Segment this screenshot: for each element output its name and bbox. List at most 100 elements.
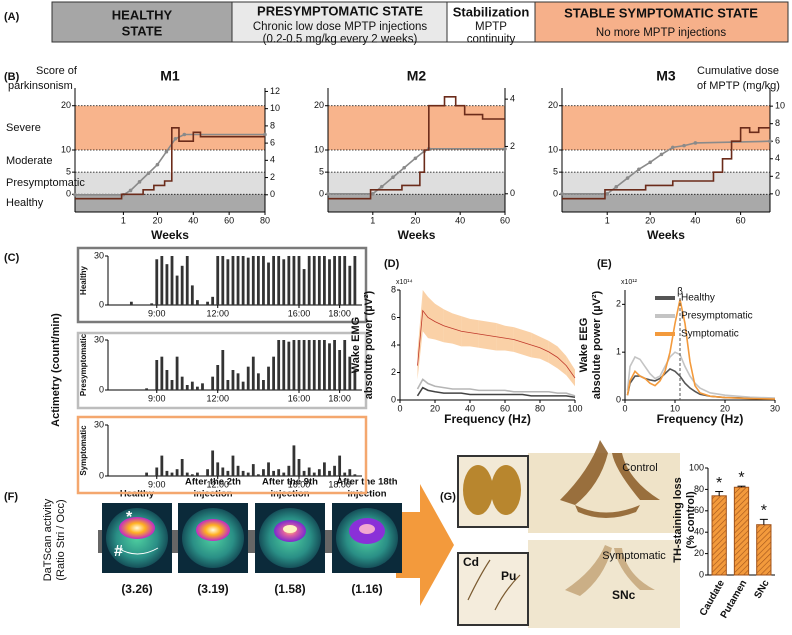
stage-box bbox=[534, 1, 789, 43]
scan-ratio: (1.58) bbox=[274, 582, 305, 596]
chart-title: Healthy bbox=[79, 266, 88, 295]
activity-bar bbox=[236, 256, 240, 305]
x-tick-label: 18:00 bbox=[328, 393, 351, 403]
x-tick-label: 20 bbox=[152, 215, 162, 225]
dose-marker bbox=[391, 175, 395, 180]
y-tick-label: 20 bbox=[548, 100, 558, 110]
x-tick-label: 16:00 bbox=[288, 393, 311, 403]
series-line bbox=[562, 127, 770, 200]
histology-images bbox=[457, 440, 680, 628]
activity-bar bbox=[185, 385, 189, 390]
chart-title: M3 bbox=[656, 68, 676, 84]
error-band bbox=[435, 303, 444, 343]
activity-bar bbox=[302, 269, 306, 305]
activity-bar bbox=[236, 373, 240, 390]
x-tick-label: 0 bbox=[397, 403, 402, 413]
bar bbox=[711, 495, 727, 576]
activity-bar bbox=[170, 256, 174, 305]
scan-ratio: (1.16) bbox=[351, 582, 382, 596]
bar bbox=[733, 486, 750, 576]
activity-bar bbox=[251, 464, 255, 476]
panel-label: (A) bbox=[4, 11, 20, 23]
dose-marker bbox=[155, 162, 160, 167]
dose-marker bbox=[614, 185, 619, 189]
activity-bar bbox=[241, 256, 245, 305]
activity-bar bbox=[175, 356, 179, 390]
x-tick-label: 12:00 bbox=[206, 308, 229, 318]
y-tick-label: 20 bbox=[694, 548, 704, 558]
x-tick-label: 18:00 bbox=[328, 308, 351, 318]
activity-bar bbox=[160, 256, 164, 305]
y2-tick-label: 4 bbox=[775, 153, 780, 163]
y-tick-label: 5 bbox=[553, 167, 558, 177]
error-band bbox=[461, 316, 470, 347]
y2-tick-label: 2 bbox=[510, 141, 515, 151]
dose-marker bbox=[173, 137, 178, 141]
activity-bar bbox=[256, 256, 260, 305]
activity-bar bbox=[317, 469, 321, 476]
activity-bar bbox=[216, 462, 220, 476]
activity-bar bbox=[323, 340, 326, 390]
y-axis-label: Wake EMG bbox=[350, 317, 362, 373]
x-tick-label: 40 bbox=[188, 215, 198, 225]
activity-bar bbox=[170, 472, 174, 476]
stage-text: No more MPTP injections bbox=[596, 27, 726, 39]
band-label: Moderate bbox=[6, 155, 52, 167]
stage-text: MPTP bbox=[475, 21, 507, 33]
score-band bbox=[75, 150, 265, 173]
stage-title: HEALTHY bbox=[112, 7, 173, 22]
x-tick-label: 60 bbox=[224, 215, 234, 225]
activity-bar bbox=[292, 256, 296, 305]
dose-marker bbox=[379, 184, 384, 189]
activity-bar bbox=[267, 366, 270, 390]
x-tick-label: 9:00 bbox=[148, 479, 166, 489]
dose-marker bbox=[263, 132, 267, 137]
x-tick-label: 10 bbox=[670, 403, 680, 413]
scale-label: x10¹² bbox=[621, 279, 638, 286]
score-band bbox=[328, 194, 505, 212]
y-tick-label: 30 bbox=[94, 250, 104, 260]
dose-marker bbox=[128, 188, 133, 193]
x-tick-label: 9:00 bbox=[148, 393, 166, 403]
scan-title: After the 2th bbox=[185, 477, 241, 488]
error-band bbox=[428, 296, 435, 340]
y2-tick-label: 10 bbox=[775, 101, 785, 111]
image-label: Pu bbox=[501, 569, 516, 583]
x-axis-label: Weeks bbox=[398, 228, 436, 242]
datscan-images bbox=[98, 484, 454, 606]
activity-bar bbox=[180, 265, 184, 305]
activity-bar bbox=[333, 340, 336, 390]
activity-bar bbox=[297, 340, 301, 390]
activity-bar bbox=[262, 380, 265, 390]
x-tick-label: 20 bbox=[645, 215, 655, 225]
stage-title: Stabilization bbox=[453, 4, 530, 19]
y-tick-label: 0 bbox=[99, 470, 104, 480]
activity-bar bbox=[272, 470, 276, 476]
x-tick-label: 0 bbox=[622, 403, 627, 413]
stage-title: STABLE SYMPTOMATIC STATE bbox=[564, 5, 758, 20]
dose-marker bbox=[648, 160, 652, 165]
activity-bar bbox=[206, 469, 209, 476]
stage-box bbox=[51, 1, 233, 43]
x-tick-label: 20 bbox=[720, 403, 730, 413]
activity-bar bbox=[251, 256, 255, 305]
series-line bbox=[416, 378, 576, 397]
band-label: Healthy bbox=[6, 197, 44, 209]
y2-tick-label: 0 bbox=[510, 188, 515, 198]
x-tick-label: 100 bbox=[567, 403, 582, 413]
activity-bar bbox=[216, 365, 220, 390]
series-line bbox=[417, 309, 576, 379]
activity-bar bbox=[348, 356, 352, 390]
panel-label: (E) bbox=[597, 258, 612, 270]
stage-box bbox=[446, 1, 536, 43]
activity-bar bbox=[231, 455, 235, 476]
dose-marker bbox=[402, 165, 406, 170]
panel-label: (C) bbox=[4, 252, 20, 264]
activity-bar bbox=[348, 265, 352, 305]
y2-tick-label: 2 bbox=[270, 172, 275, 182]
y-tick-label: 10 bbox=[548, 144, 558, 154]
y-axis-label: Score of bbox=[36, 65, 78, 77]
series-line bbox=[75, 133, 265, 196]
activity-bar bbox=[272, 356, 276, 390]
dose-marker bbox=[182, 132, 187, 137]
